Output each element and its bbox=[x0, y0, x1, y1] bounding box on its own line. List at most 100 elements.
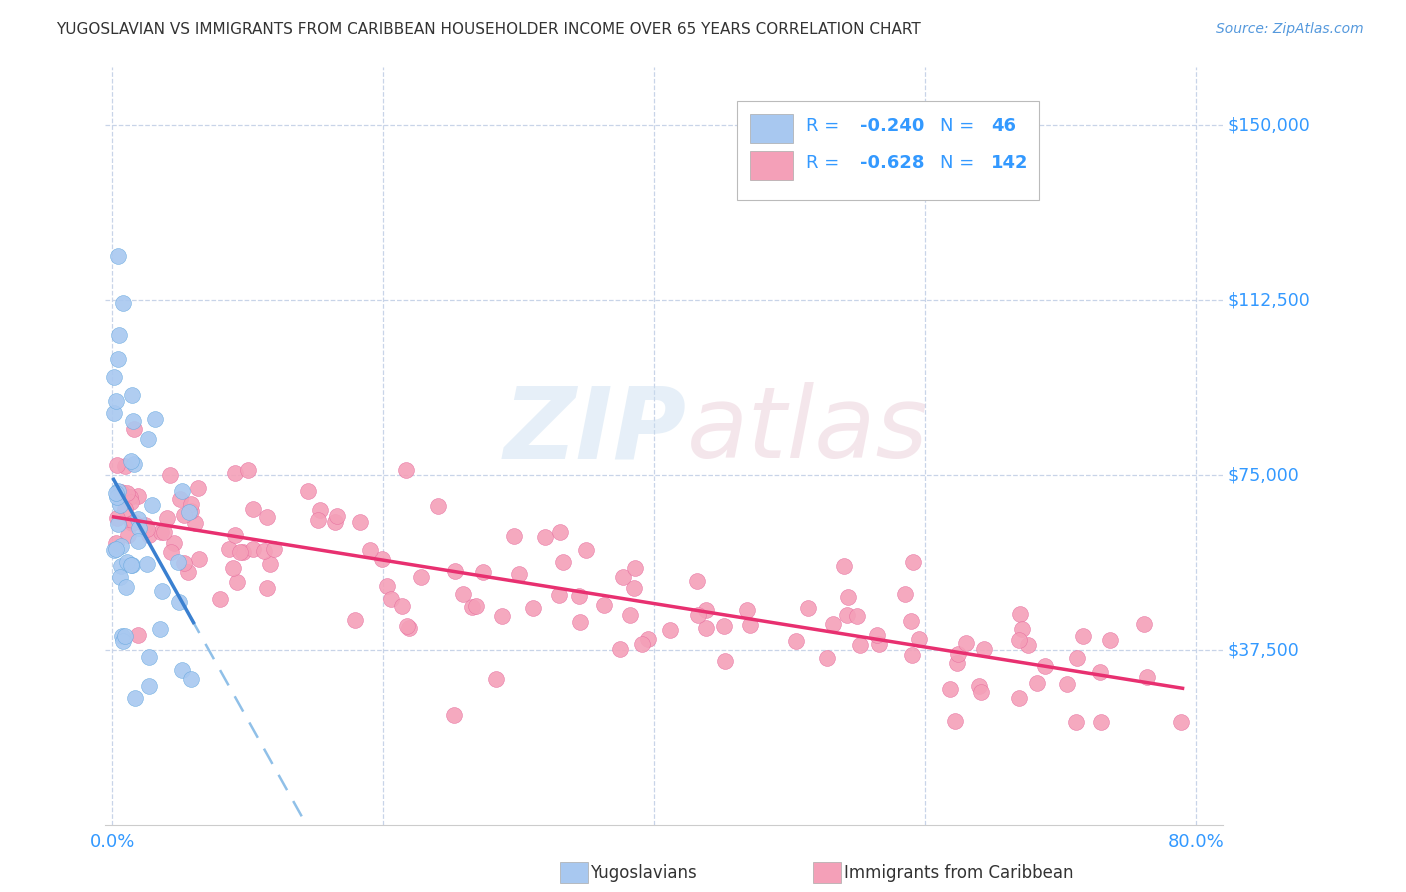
Point bbox=[609, 641, 631, 656]
Point bbox=[225, 575, 247, 590]
Point bbox=[1135, 670, 1157, 684]
Point bbox=[114, 502, 136, 516]
Point bbox=[141, 498, 163, 512]
Point bbox=[104, 486, 127, 500]
Point bbox=[167, 595, 190, 609]
Point bbox=[821, 616, 844, 631]
Point bbox=[371, 551, 394, 566]
Point bbox=[103, 370, 125, 384]
Point bbox=[623, 581, 645, 595]
Point bbox=[967, 679, 990, 693]
Point bbox=[391, 599, 413, 613]
Text: N =: N = bbox=[941, 154, 980, 172]
Point bbox=[114, 629, 136, 643]
Point bbox=[686, 608, 709, 623]
Point bbox=[127, 534, 149, 549]
Text: R =: R = bbox=[806, 154, 845, 172]
FancyBboxPatch shape bbox=[737, 101, 1039, 200]
Point bbox=[575, 542, 598, 557]
Point bbox=[263, 541, 285, 556]
Text: 46: 46 bbox=[991, 117, 1015, 135]
Point bbox=[508, 566, 530, 581]
Text: YUGOSLAVIAN VS IMMIGRANTS FROM CARIBBEAN HOUSEHOLDER INCOME OVER 65 YEARS CORREL: YUGOSLAVIAN VS IMMIGRANTS FROM CARIBBEAN… bbox=[56, 22, 921, 37]
Text: Source: ZipAtlas.com: Source: ZipAtlas.com bbox=[1216, 22, 1364, 37]
Point bbox=[785, 634, 807, 648]
Point bbox=[170, 663, 193, 677]
Point bbox=[138, 649, 160, 664]
Point bbox=[946, 657, 969, 671]
Point bbox=[107, 351, 129, 366]
Point bbox=[349, 515, 371, 529]
Point bbox=[1056, 677, 1078, 691]
Point bbox=[112, 634, 135, 648]
Point bbox=[624, 561, 647, 575]
Point bbox=[1133, 616, 1156, 631]
Point bbox=[222, 561, 245, 575]
Point bbox=[128, 520, 150, 534]
Point bbox=[143, 412, 166, 426]
Point bbox=[187, 481, 209, 495]
Point bbox=[105, 542, 128, 557]
Point bbox=[485, 672, 508, 686]
Point bbox=[309, 503, 332, 517]
Point bbox=[253, 544, 276, 558]
Point bbox=[1008, 690, 1031, 705]
Point bbox=[553, 555, 575, 569]
Point bbox=[259, 558, 281, 572]
Point bbox=[658, 623, 681, 637]
Point bbox=[835, 607, 858, 622]
Point bbox=[107, 328, 129, 343]
Point bbox=[120, 558, 142, 573]
Point bbox=[1090, 715, 1112, 730]
Point bbox=[1088, 665, 1111, 680]
Point bbox=[180, 497, 202, 511]
Point bbox=[149, 622, 172, 636]
Point bbox=[637, 632, 659, 646]
Point bbox=[167, 555, 190, 569]
Point bbox=[120, 490, 142, 504]
Point bbox=[901, 648, 924, 662]
Point bbox=[491, 608, 513, 623]
Point bbox=[122, 515, 145, 529]
Point bbox=[150, 525, 173, 540]
Point bbox=[411, 570, 433, 584]
Point bbox=[868, 637, 890, 651]
Point bbox=[344, 613, 367, 627]
Point bbox=[114, 458, 136, 473]
Point bbox=[713, 619, 735, 633]
Point bbox=[443, 707, 465, 722]
Point bbox=[1010, 607, 1032, 621]
Point bbox=[849, 638, 872, 652]
Point bbox=[1008, 633, 1031, 648]
Point bbox=[398, 620, 420, 634]
Point bbox=[955, 636, 977, 650]
Point bbox=[105, 490, 128, 504]
Point bbox=[120, 495, 142, 509]
Text: atlas: atlas bbox=[686, 383, 928, 479]
Point bbox=[136, 522, 159, 536]
Point bbox=[103, 543, 125, 558]
Point bbox=[115, 580, 138, 594]
Point bbox=[115, 555, 138, 569]
Point bbox=[323, 515, 346, 529]
Point bbox=[103, 406, 125, 420]
Point bbox=[110, 539, 132, 553]
Point bbox=[866, 628, 889, 642]
Point bbox=[461, 599, 484, 614]
Text: N =: N = bbox=[941, 117, 980, 135]
Point bbox=[242, 541, 264, 556]
Text: -0.240: -0.240 bbox=[860, 117, 924, 135]
Point bbox=[1025, 676, 1047, 690]
Text: R =: R = bbox=[806, 117, 845, 135]
Point bbox=[120, 454, 142, 468]
Text: $75,000: $75,000 bbox=[1227, 467, 1299, 484]
Point bbox=[127, 490, 149, 504]
Point bbox=[837, 590, 859, 604]
Point bbox=[548, 525, 571, 540]
Point bbox=[943, 714, 966, 729]
Point bbox=[224, 528, 246, 542]
Point bbox=[533, 530, 555, 544]
Text: $150,000: $150,000 bbox=[1227, 116, 1310, 134]
Point bbox=[134, 518, 156, 533]
Point bbox=[150, 584, 173, 599]
